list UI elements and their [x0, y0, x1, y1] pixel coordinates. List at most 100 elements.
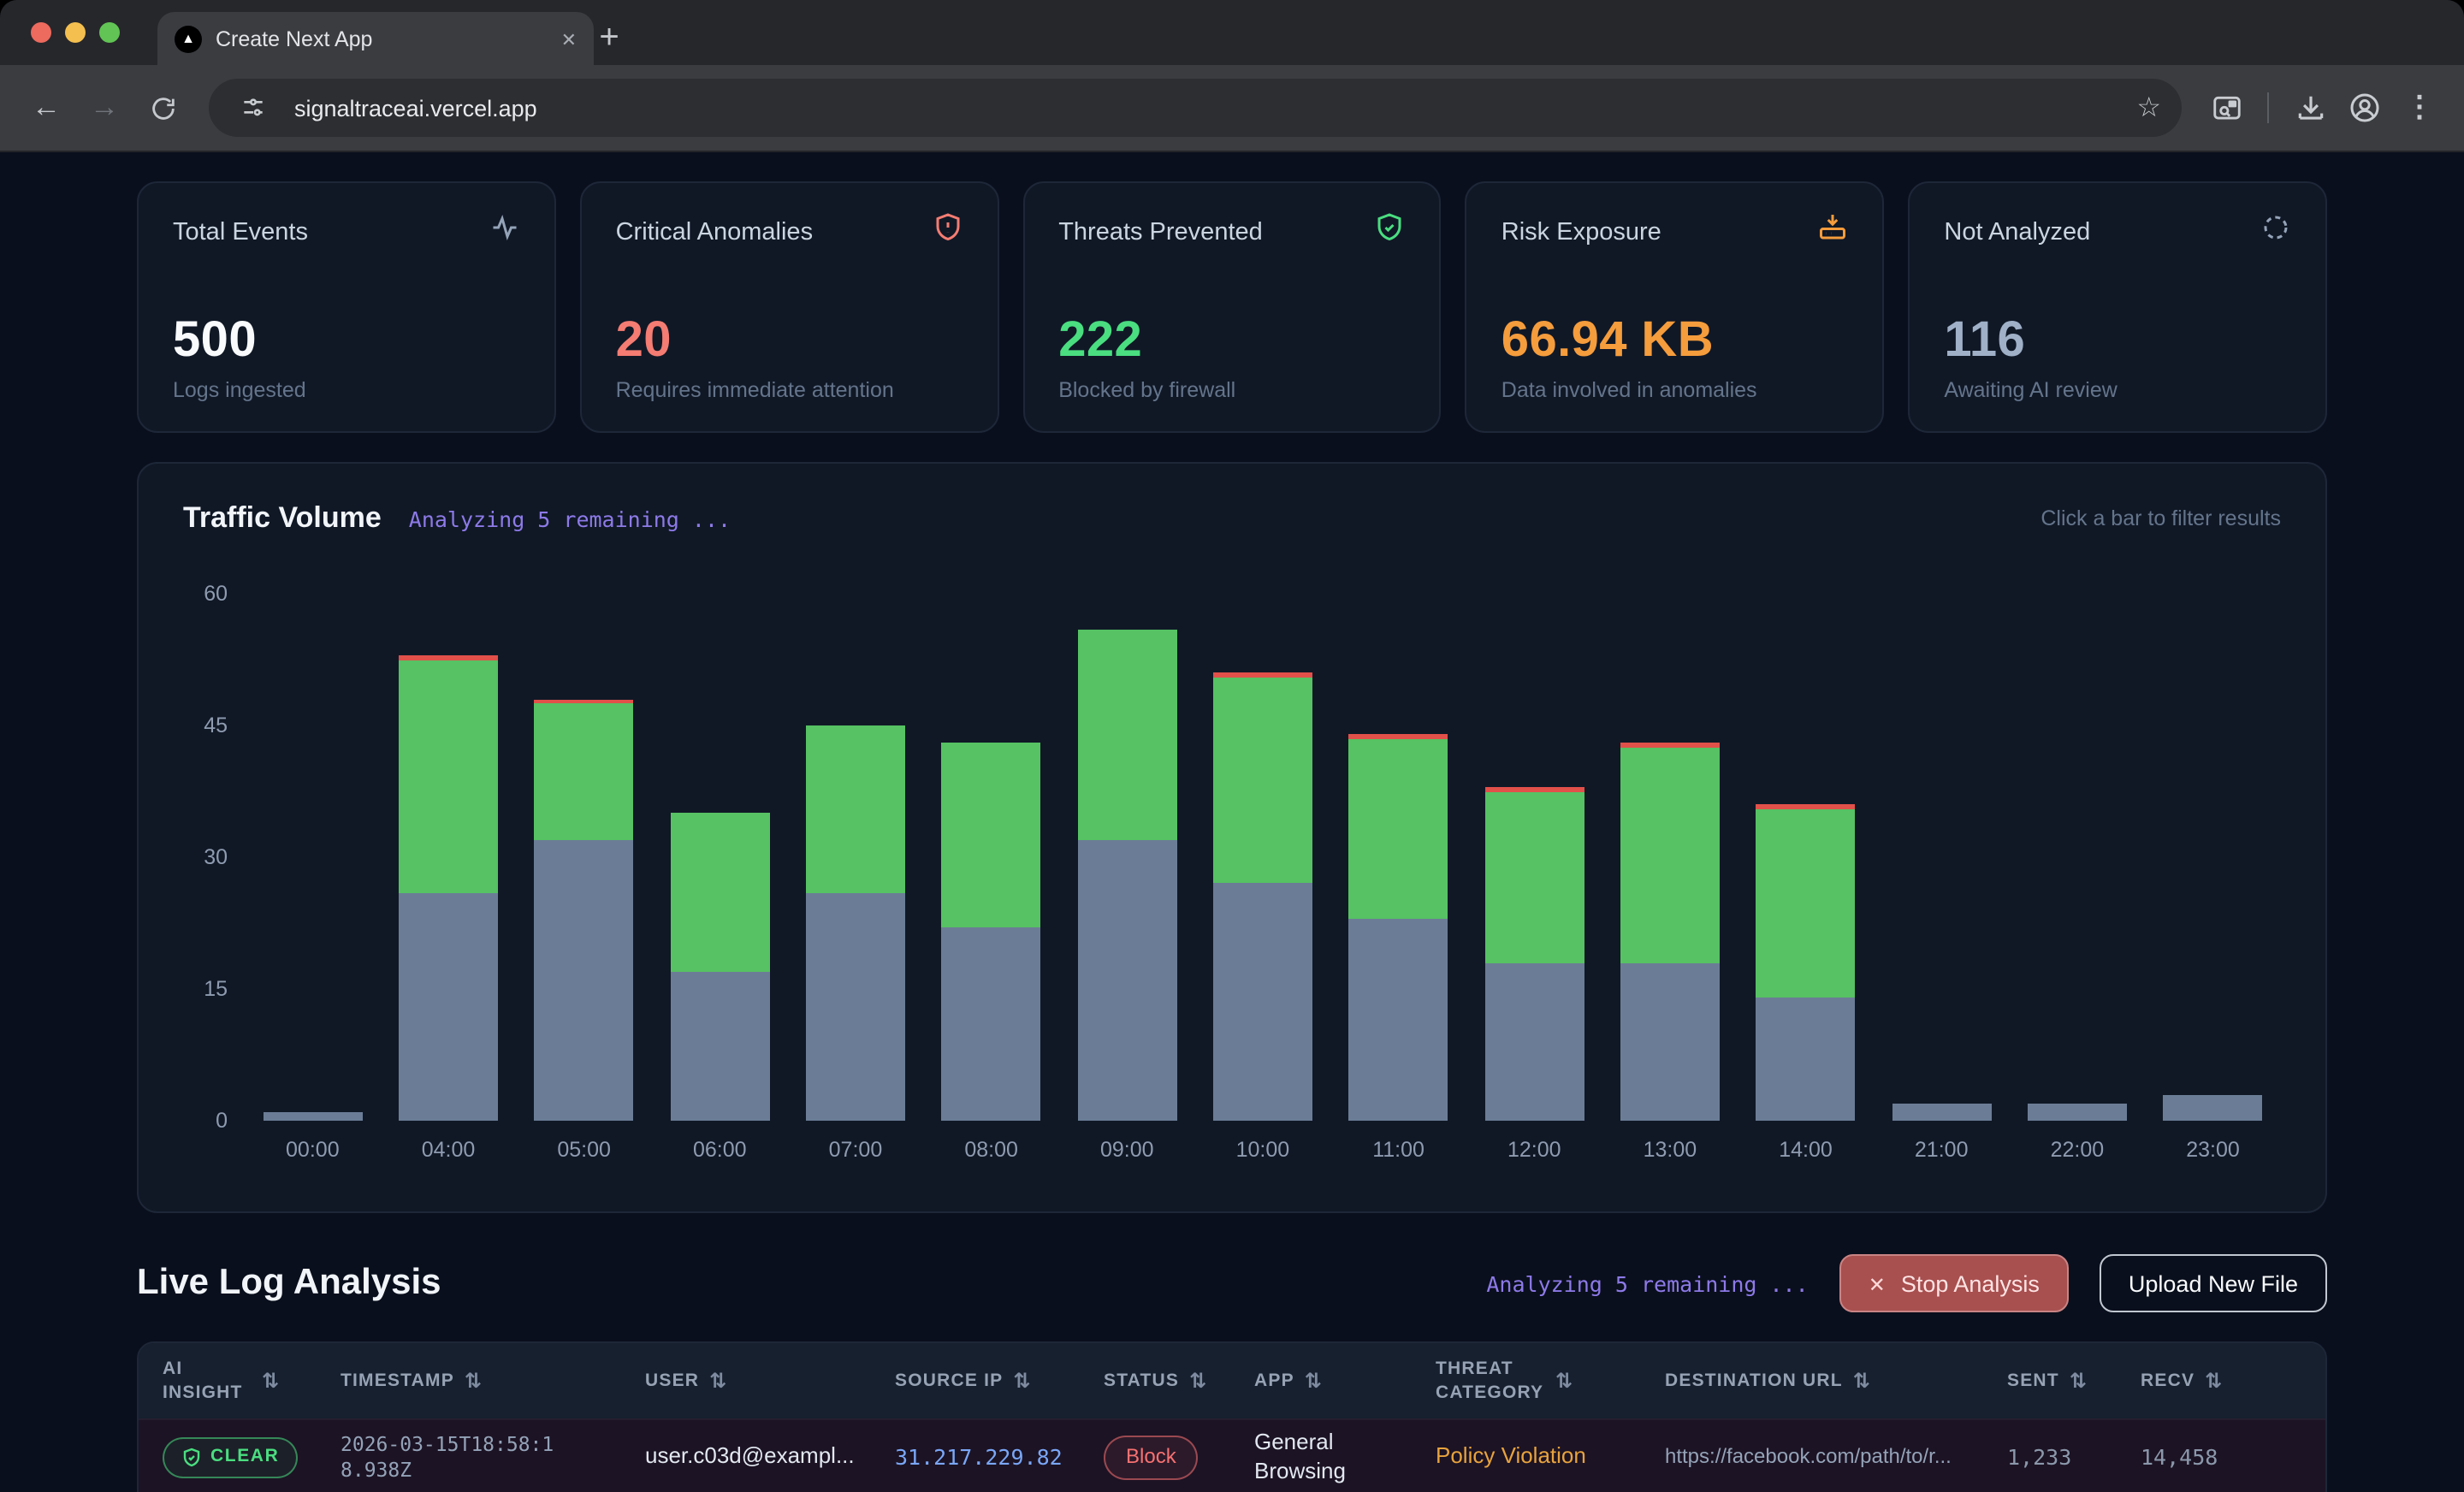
bar-segment-suspicious	[535, 703, 634, 839]
bar-05:00[interactable]	[535, 699, 634, 1121]
url-text[interactable]: signaltraceai.vercel.app	[294, 95, 2119, 121]
card-subtitle: Requires immediate attention	[616, 378, 963, 402]
bar-14:00[interactable]	[1756, 804, 1856, 1121]
browser-menu-icon[interactable]	[2396, 84, 2443, 132]
x-tick-label: 22:00	[2010, 1138, 2146, 1162]
bar-06:00[interactable]	[670, 814, 769, 1121]
bars-row	[245, 594, 2281, 1121]
bar-segment-normal	[1213, 884, 1312, 1121]
stop-analysis-button[interactable]: Stop Analysis	[1839, 1254, 2069, 1312]
bar-00:00[interactable]	[263, 1112, 362, 1121]
bar-12:00[interactable]	[1484, 787, 1584, 1121]
bar-07:00[interactable]	[806, 725, 905, 1121]
bar-segment-normal	[1620, 962, 1720, 1121]
bar-09:00[interactable]	[1077, 629, 1176, 1121]
bar-segment-normal	[670, 971, 769, 1121]
downloads-icon[interactable]	[2286, 84, 2334, 132]
site-settings-icon[interactable]	[229, 84, 277, 132]
bar-segment-suspicious	[1213, 678, 1312, 884]
sort-icon	[1013, 1369, 1031, 1393]
bar-segment-suspicious	[399, 660, 498, 892]
bar-04:00[interactable]	[399, 655, 498, 1121]
bar-slot	[652, 594, 788, 1121]
bar-segment-normal	[399, 892, 498, 1121]
minimize-window-button[interactable]	[65, 22, 86, 43]
x-tick-label: 14:00	[1738, 1138, 1874, 1162]
col-status[interactable]: STATUS	[1104, 1359, 1254, 1403]
card-label: Risk Exposure	[1502, 218, 1661, 246]
bar-10:00[interactable]	[1213, 672, 1312, 1121]
loader-circle-icon	[2260, 212, 2291, 252]
y-tick-label: 45	[204, 713, 228, 737]
sent-cell: 1,233	[2007, 1444, 2141, 1472]
back-button[interactable]	[21, 82, 72, 133]
bookmark-star-icon[interactable]	[2136, 91, 2161, 125]
browser-tab[interactable]: Create Next App	[157, 12, 594, 65]
search-tabs-icon[interactable]	[2202, 84, 2250, 132]
card-subtitle: Logs ingested	[173, 378, 520, 402]
close-window-button[interactable]	[31, 22, 51, 43]
sort-icon	[1853, 1369, 1871, 1393]
table-row[interactable]: CLEAR 2026-03-15T18:58:18.938Z user.c03d…	[139, 1418, 2325, 1492]
ai-insight-badge: CLEAR	[163, 1437, 298, 1477]
col-threat-category[interactable]: THREAT CATEGORY	[1436, 1347, 1665, 1416]
x-icon	[1869, 1270, 1886, 1296]
log-table: AI INSIGHT TIMESTAMP USER SOURCE IP STAT…	[137, 1341, 2327, 1492]
bar-segment-suspicious	[1349, 738, 1448, 918]
status-badge: Block	[1104, 1436, 1199, 1479]
col-source-ip[interactable]: SOURCE IP	[895, 1359, 1104, 1403]
card-label: Total Events	[173, 218, 308, 246]
card-value: 20	[616, 313, 963, 370]
bar-slot	[2010, 594, 2146, 1121]
col-destination-url[interactable]: DESTINATION URL	[1665, 1359, 2007, 1403]
bar-segment-suspicious	[806, 725, 905, 892]
y-tick-label: 15	[204, 977, 228, 1001]
bar-slot	[788, 594, 924, 1121]
card-subtitle: Blocked by firewall	[1058, 378, 1406, 402]
col-user[interactable]: USER	[645, 1359, 895, 1403]
card-total-events: Total Events 500 Logs ingested	[137, 181, 556, 433]
col-app[interactable]: APP	[1254, 1359, 1436, 1403]
browser-window: Create Next App signaltraceai.vercel.app	[0, 0, 2464, 1492]
bar-segment-normal	[1892, 1103, 1991, 1121]
sort-icon	[1555, 1369, 1573, 1393]
card-subtitle: Data involved in anomalies	[1502, 378, 1849, 402]
x-tick-label: 05:00	[516, 1138, 652, 1162]
bar-segment-normal	[1756, 998, 1856, 1121]
bar-23:00[interactable]	[2164, 1094, 2263, 1121]
bar-slot	[1738, 594, 1874, 1121]
x-tick-label: 13:00	[1602, 1138, 1738, 1162]
bar-21:00[interactable]	[1892, 1103, 1991, 1121]
bar-11:00[interactable]	[1349, 734, 1448, 1121]
bar-slot	[923, 594, 1059, 1121]
upload-new-file-button[interactable]: Upload New File	[2100, 1254, 2327, 1312]
activity-icon	[489, 212, 520, 252]
log-section-header: Live Log Analysis Analyzing 5 remaining …	[137, 1254, 2327, 1312]
sort-icon	[262, 1369, 280, 1393]
tab-close-icon[interactable]	[561, 23, 577, 54]
col-sent[interactable]: SENT	[2007, 1359, 2141, 1403]
x-tick-label: 21:00	[1874, 1138, 2010, 1162]
log-section-title: Live Log Analysis	[137, 1263, 441, 1304]
bar-slot	[245, 594, 381, 1121]
app-cell: General Browsing	[1254, 1429, 1436, 1487]
bar-slot	[1602, 594, 1738, 1121]
zoom-window-button[interactable]	[99, 22, 120, 43]
address-bar[interactable]: signaltraceai.vercel.app	[209, 79, 2182, 137]
col-recv[interactable]: RECV	[2141, 1359, 2325, 1403]
reload-button[interactable]	[137, 82, 188, 133]
timestamp-cell: 2026-03-15T18:58:18.938Z	[341, 1432, 577, 1483]
profile-icon[interactable]	[2341, 84, 2389, 132]
col-timestamp[interactable]: TIMESTAMP	[341, 1359, 645, 1403]
chart-title: Traffic Volume	[183, 501, 382, 536]
new-tab-button[interactable]	[585, 14, 633, 62]
bar-segment-suspicious	[1077, 629, 1176, 839]
forward-button[interactable]	[79, 82, 130, 133]
browser-toolbar: signaltraceai.vercel.app	[0, 65, 2464, 152]
chart-hint: Click a bar to filter results	[2040, 506, 2281, 530]
card-value: 66.94 KB	[1502, 313, 1849, 370]
col-ai-insight[interactable]: AI INSIGHT	[163, 1347, 341, 1416]
bar-08:00[interactable]	[942, 743, 1041, 1121]
bar-22:00[interactable]	[2028, 1103, 2127, 1121]
bar-13:00[interactable]	[1620, 743, 1720, 1121]
